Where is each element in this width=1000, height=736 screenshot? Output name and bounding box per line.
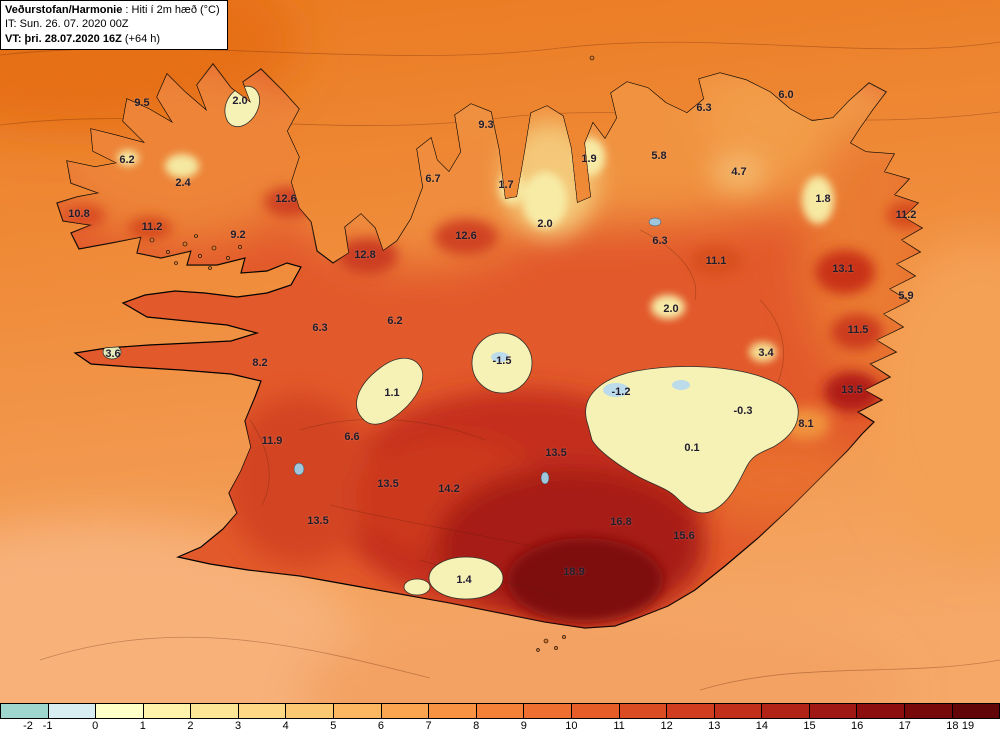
legend-cell xyxy=(381,704,430,718)
valid-time: VT: þri. 28.07.2020 16Z xyxy=(5,32,122,45)
legend-tick-label: 0 xyxy=(92,720,99,732)
legend-tick-label: 19 xyxy=(961,720,975,732)
legend-cell xyxy=(904,704,953,718)
legend-tick-label: 12 xyxy=(660,720,673,732)
glacier-myrdalsjokull xyxy=(428,556,504,600)
legend-cell xyxy=(524,704,572,718)
glacier-hofsjokull xyxy=(471,332,533,394)
temperature-legend: -2 -1 0 1 2 3 4 5 6 7 8 9 10 11 12 13 14 15 16 17 18 19 xyxy=(0,703,1000,736)
legend-cell xyxy=(809,704,858,718)
model-name: Veðurstofan/Harmonie xyxy=(5,4,123,16)
legend-tick-label: -1 xyxy=(42,720,53,732)
legend-cell xyxy=(429,704,477,718)
model-title-line: Veðurstofan/Harmonie : Hiti í 2m hæð (°C… xyxy=(5,3,220,17)
legend-cell xyxy=(143,704,192,718)
legend-tick-label: 7 xyxy=(425,720,432,732)
legend-cell xyxy=(762,704,810,718)
glacier-drangajokull xyxy=(224,85,260,127)
legend-tick-label: 6 xyxy=(377,720,384,732)
legend-cell xyxy=(857,704,905,718)
valid-offset: (+64 h) xyxy=(124,32,161,45)
iceland-map-graphic xyxy=(0,0,1000,703)
temperature-map: 9.5 2.0 6.2 2.4 10.8 11.2 9.2 12.6 12.8 6.7 9.3 1.7… xyxy=(0,0,1000,703)
parameter-label: : Hiti í 2m hæð (°C) xyxy=(125,4,220,16)
glacier-langjokull xyxy=(356,357,423,425)
legend-ticks: -2 -1 0 1 2 3 4 5 6 7 8 9 10 11 12 13 14 15 16 17 18 19 xyxy=(0,719,1000,736)
legend-tick-label: -2 xyxy=(23,720,33,732)
init-time: IT: Sun. 26. 07. 2020 00Z xyxy=(5,18,129,31)
legend-cell xyxy=(238,704,287,718)
legend-cell xyxy=(619,704,668,718)
legend-cell xyxy=(286,704,335,718)
legend-tick-label: 4 xyxy=(282,720,289,732)
legend-tick-label: 11 xyxy=(613,720,625,732)
islands xyxy=(149,55,595,652)
legend-tick-label: 3 xyxy=(235,720,242,732)
legend-cell xyxy=(571,704,620,718)
legend-tick-label: 9 xyxy=(520,720,527,732)
glacier-vatnajokull xyxy=(585,366,799,514)
legend-tick-label: 16 xyxy=(851,720,864,732)
legend-cell xyxy=(667,704,715,718)
legend-cell xyxy=(96,704,144,718)
legend-cell xyxy=(191,704,239,718)
glaciers xyxy=(102,85,799,600)
legend-tick-label: 15 xyxy=(803,720,816,732)
legend-colorbar xyxy=(0,703,1000,719)
valid-time-line: VT: þri. 28.07.2020 16Z (+64 h) xyxy=(5,32,220,46)
legend-tick-label: 8 xyxy=(473,720,480,732)
legend-tick-label: 10 xyxy=(565,720,578,732)
glacier-cold-spots xyxy=(491,352,690,397)
legend-cell xyxy=(476,704,525,718)
legend-tick-label: 2 xyxy=(187,720,194,732)
legend-tick-label: 17 xyxy=(898,720,911,732)
legend-cell xyxy=(1,704,49,718)
lakes xyxy=(293,217,662,485)
legend-cell xyxy=(952,704,1000,718)
legend-cell xyxy=(334,704,382,718)
model-info-box: Veðurstofan/Harmonie : Hiti í 2m hæð (°C… xyxy=(0,0,228,50)
glacier-eyjafjallajokull xyxy=(403,578,431,596)
legend-cell xyxy=(48,704,97,718)
legend-tick-label: 14 xyxy=(755,720,769,732)
legend-tick-label: 5 xyxy=(330,720,337,732)
legend-tick-label: 1 xyxy=(139,720,146,732)
legend-cell xyxy=(714,704,763,718)
legend-tick-label: 13 xyxy=(708,720,721,732)
legend-tick-label: 18 xyxy=(946,720,959,732)
